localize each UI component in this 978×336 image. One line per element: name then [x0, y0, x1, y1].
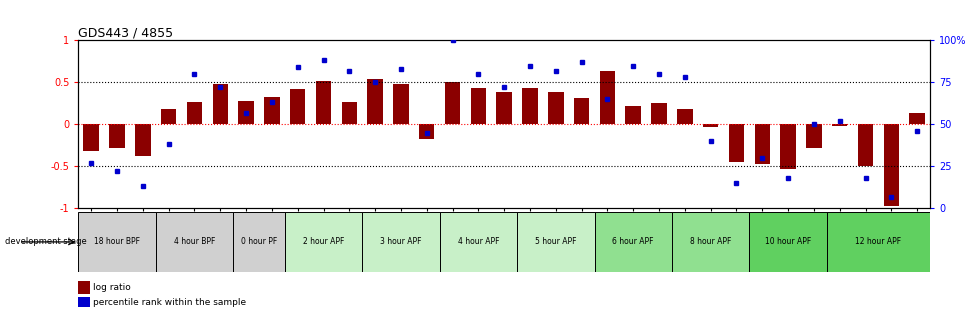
Bar — [187, 101, 202, 124]
Text: 4 hour APF: 4 hour APF — [457, 238, 499, 246]
Bar — [439, 212, 516, 272]
Text: 8 hour APF: 8 hour APF — [689, 238, 731, 246]
Bar — [470, 88, 486, 124]
Bar — [831, 124, 847, 126]
Text: log ratio: log ratio — [93, 283, 131, 292]
Bar — [496, 92, 511, 124]
Bar — [285, 212, 362, 272]
Text: percentile rank within the sample: percentile rank within the sample — [93, 298, 245, 307]
Bar — [779, 124, 795, 169]
Bar — [677, 109, 691, 124]
Bar — [650, 103, 666, 124]
Bar — [264, 97, 280, 124]
Bar — [212, 84, 228, 124]
Bar — [548, 92, 563, 124]
Bar — [156, 212, 233, 272]
Bar — [316, 81, 331, 124]
Bar — [728, 124, 743, 162]
Text: 10 hour APF: 10 hour APF — [764, 238, 811, 246]
Text: 3 hour APF: 3 hour APF — [379, 238, 422, 246]
Bar — [83, 124, 99, 151]
Text: 2 hour APF: 2 hour APF — [302, 238, 344, 246]
Bar — [883, 124, 898, 206]
Text: GDS443 / 4855: GDS443 / 4855 — [78, 26, 173, 39]
Bar — [671, 212, 748, 272]
Text: development stage: development stage — [5, 238, 87, 246]
Text: 5 hour APF: 5 hour APF — [535, 238, 576, 246]
Bar — [110, 124, 124, 148]
Text: 6 hour APF: 6 hour APF — [612, 238, 653, 246]
Bar — [289, 89, 305, 124]
Bar — [625, 106, 641, 124]
Bar — [233, 212, 285, 272]
Bar — [135, 124, 151, 156]
Bar — [521, 88, 537, 124]
Text: 0 hour PF: 0 hour PF — [241, 238, 277, 246]
Bar — [857, 124, 872, 166]
Bar — [367, 79, 382, 124]
Bar — [160, 109, 176, 124]
Bar — [573, 98, 589, 124]
Bar — [909, 113, 924, 124]
Bar — [600, 72, 614, 124]
Text: 12 hour APF: 12 hour APF — [855, 238, 901, 246]
Bar — [748, 212, 826, 272]
Text: 18 hour BPF: 18 hour BPF — [94, 238, 140, 246]
Bar — [419, 124, 434, 139]
Bar — [78, 212, 156, 272]
Bar — [702, 124, 718, 127]
Bar — [341, 101, 357, 124]
Bar — [754, 124, 770, 164]
Bar — [444, 82, 460, 124]
Bar — [362, 212, 439, 272]
Bar — [826, 212, 929, 272]
Bar — [393, 84, 408, 124]
Text: 4 hour BPF: 4 hour BPF — [174, 238, 215, 246]
Bar — [805, 124, 821, 148]
Bar — [516, 212, 594, 272]
Bar — [238, 101, 253, 124]
Bar — [594, 212, 671, 272]
